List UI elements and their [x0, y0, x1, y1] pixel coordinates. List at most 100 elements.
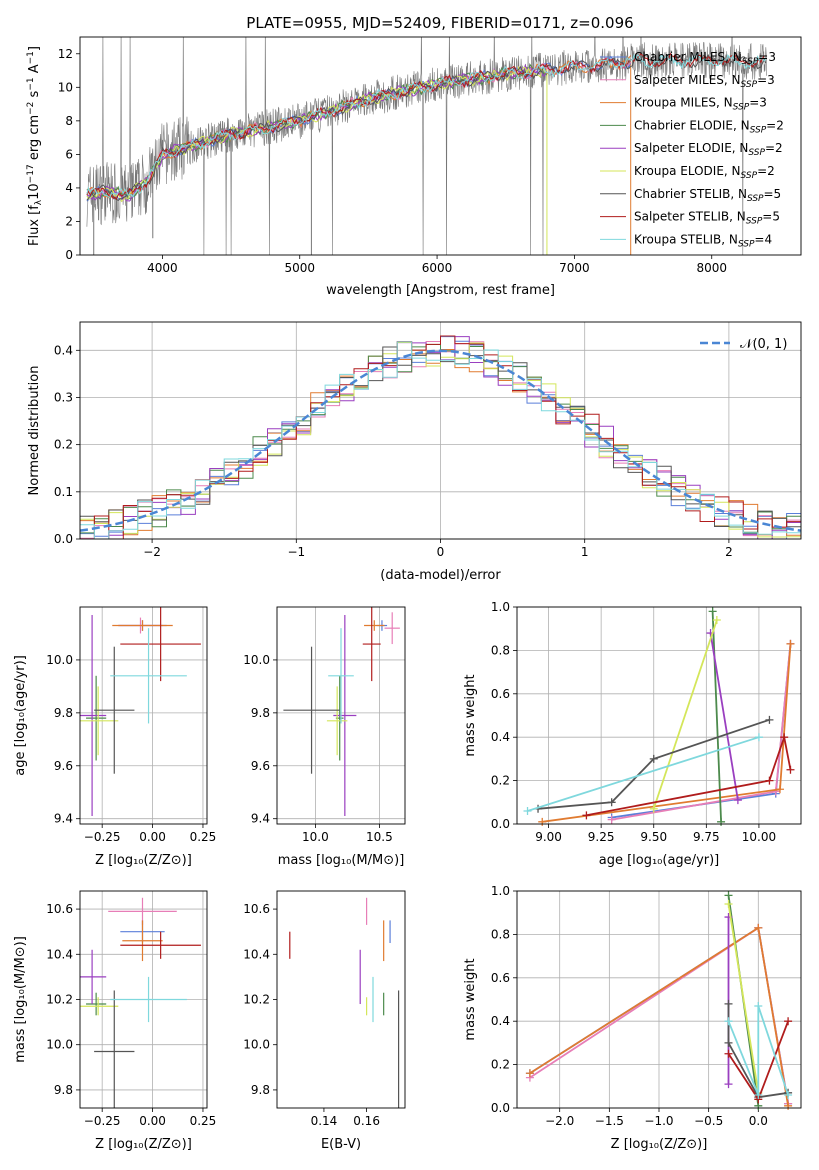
y-tick-label: 0.6 [491, 687, 510, 701]
x-tick-label: 9.25 [588, 830, 615, 844]
y-tick-label: 2 [65, 214, 73, 228]
plus-marker [786, 765, 795, 774]
y-tick-label: 0.0 [491, 817, 510, 831]
plus-marker [771, 787, 780, 796]
plus-marker [733, 796, 742, 805]
y-tick-label: 9.8 [54, 706, 73, 720]
x-tick-label: 0.14 [311, 1114, 338, 1128]
y-tick-label: 12 [58, 47, 73, 61]
axes-frame [79, 36, 802, 256]
plus-marker [784, 1017, 793, 1026]
y-tick-label: 0.1 [54, 485, 73, 499]
plus-marker [538, 817, 547, 826]
x-axis-label: mass [log₁₀(M/M⊙)] [278, 853, 405, 868]
plus-marker [754, 923, 763, 932]
axes-frame [516, 606, 802, 825]
y-axis-label: mass weight [463, 958, 478, 1040]
x-tick-label: 2 [725, 545, 733, 559]
x-tick-label: −2 [143, 545, 161, 559]
x-tick-label: 0.00 [139, 830, 166, 844]
legend-label: Salpeter ELODIE, NSSP=2 [634, 141, 783, 158]
y-tick-label: 0.4 [54, 343, 73, 357]
y-tick-label: 0.2 [491, 1058, 510, 1072]
plus-marker [712, 616, 721, 625]
x-axis-label: age [log₁₀(age/yr)] [599, 853, 720, 868]
plus-marker [775, 785, 784, 794]
y-tick-label: 0.6 [491, 971, 510, 985]
y-tick-label: 10.4 [243, 947, 270, 961]
panel-mass_vs_Z: −0.25 0.00 0.25 9.8 10.0 10.2 10.4 10.6 Z [log₁₀… [13, 890, 217, 1152]
y-tick-label: 9.4 [54, 812, 73, 826]
plus-marker [724, 1049, 733, 1058]
x-tick-label: 8000 [696, 261, 727, 275]
y-tick-label: 0.3 [54, 390, 73, 404]
x-tick-label: −1 [287, 545, 305, 559]
legend-label: Chabrier MILES, NSSP=3 [634, 50, 776, 67]
y-tick-label: 10.6 [46, 902, 73, 916]
panel-massweight_vs_Z: −2.0 −1.5 −1.0 −0.5 0.0 0.0 0.2 0.4 0.6 0.8 1.0 Z [… [463, 884, 802, 1152]
y-tick-label: 0.4 [491, 730, 510, 744]
legend-label: Salpeter MILES, NSSP=3 [634, 73, 775, 90]
y-tick-label: 9.4 [251, 812, 270, 826]
series-line [711, 611, 722, 822]
series-line [727, 1005, 789, 1096]
series-line [709, 632, 739, 801]
plus-marker [717, 817, 726, 826]
x-tick-label: −2.0 [545, 1114, 574, 1128]
panel-mass_vs_EBV: 0.14 0.16 9.8 10.0 10.2 10.4 10.6 E(B-V) [243, 890, 406, 1152]
legend-label: Kroupa MILES, NSSP=3 [634, 96, 767, 113]
x-tick-label: 9.00 [535, 830, 562, 844]
y-tick-label: 10.6 [243, 902, 270, 916]
plus-marker [754, 733, 763, 742]
x-tick-label: 0.16 [353, 1114, 380, 1128]
x-tick-label: 7000 [559, 261, 590, 275]
x-tick-label: −0.25 [84, 1114, 121, 1128]
plus-marker [786, 639, 795, 648]
plus-marker [724, 900, 733, 909]
spectrum-model-salpeter-elodie [86, 64, 548, 203]
spectrum-legend: Chabrier MILES, NSSP=3 Salpeter MILES, NS… [600, 50, 784, 249]
legend-label: Chabrier ELODIE, NSSP=2 [634, 118, 784, 135]
panel-residuals: −2 −1 0 1 2 0.0 0.1 0.2 0.3 0.4 𝒩(0, 1) (data-model… [27, 321, 802, 583]
y-tick-label: 10.0 [243, 653, 270, 667]
y-tick-label: 0.0 [54, 532, 73, 546]
legend-label: Chabrier STELIB, NSSP=5 [634, 187, 781, 204]
plus-marker [523, 806, 532, 815]
y-axis-label: mass [log₁₀(M/M⊙)] [13, 936, 28, 1063]
x-axis-label: wavelength [Angstrom, rest frame] [326, 283, 555, 298]
x-tick-label: −1.5 [595, 1114, 624, 1128]
y-tick-label: 0.8 [491, 927, 510, 941]
plus-marker [724, 1080, 733, 1089]
plus-marker [582, 811, 591, 820]
x-tick-label: 10.0 [302, 830, 329, 844]
y-tick-label: 10.0 [46, 1038, 73, 1052]
histogram-kroupa-stelib [80, 341, 801, 539]
y-tick-label: 10.4 [46, 947, 73, 961]
y-tick-label: 10.2 [46, 993, 73, 1007]
x-tick-label: 0.25 [190, 830, 217, 844]
x-tick-label: 10.5 [366, 830, 393, 844]
plus-marker [754, 1002, 763, 1011]
axes-frame [79, 606, 208, 825]
panel-spectrum: 4000 5000 6000 7000 8000 0 2 4 6 8 10 12 Chabrier MI… [26, 36, 802, 298]
y-tick-label: 9.6 [251, 759, 270, 773]
y-tick-label: 10.0 [243, 1038, 270, 1052]
y-axis-label: Flux [fλ10−17 erg cm−2 s−1 A−1] [26, 46, 44, 246]
x-axis-label: Z [log₁₀(Z/Z⊙)] [95, 853, 192, 868]
x-tick-label: 9.75 [693, 830, 720, 844]
x-tick-label: 0.25 [190, 1114, 217, 1128]
plus-marker [754, 1090, 763, 1099]
plus-marker [607, 815, 616, 824]
y-tick-label: 0.4 [491, 1014, 510, 1028]
series-line [586, 733, 792, 817]
series-line [527, 736, 760, 812]
y-axis-label: age [log₁₀(age/yr)] [13, 655, 28, 776]
axes-frame [79, 321, 802, 540]
y-tick-label: 10 [58, 80, 73, 94]
y-tick-label: 0.0 [491, 1101, 510, 1115]
x-tick-label: −1.0 [644, 1114, 673, 1128]
plus-marker [525, 1069, 534, 1078]
x-tick-label: 4000 [147, 261, 178, 275]
